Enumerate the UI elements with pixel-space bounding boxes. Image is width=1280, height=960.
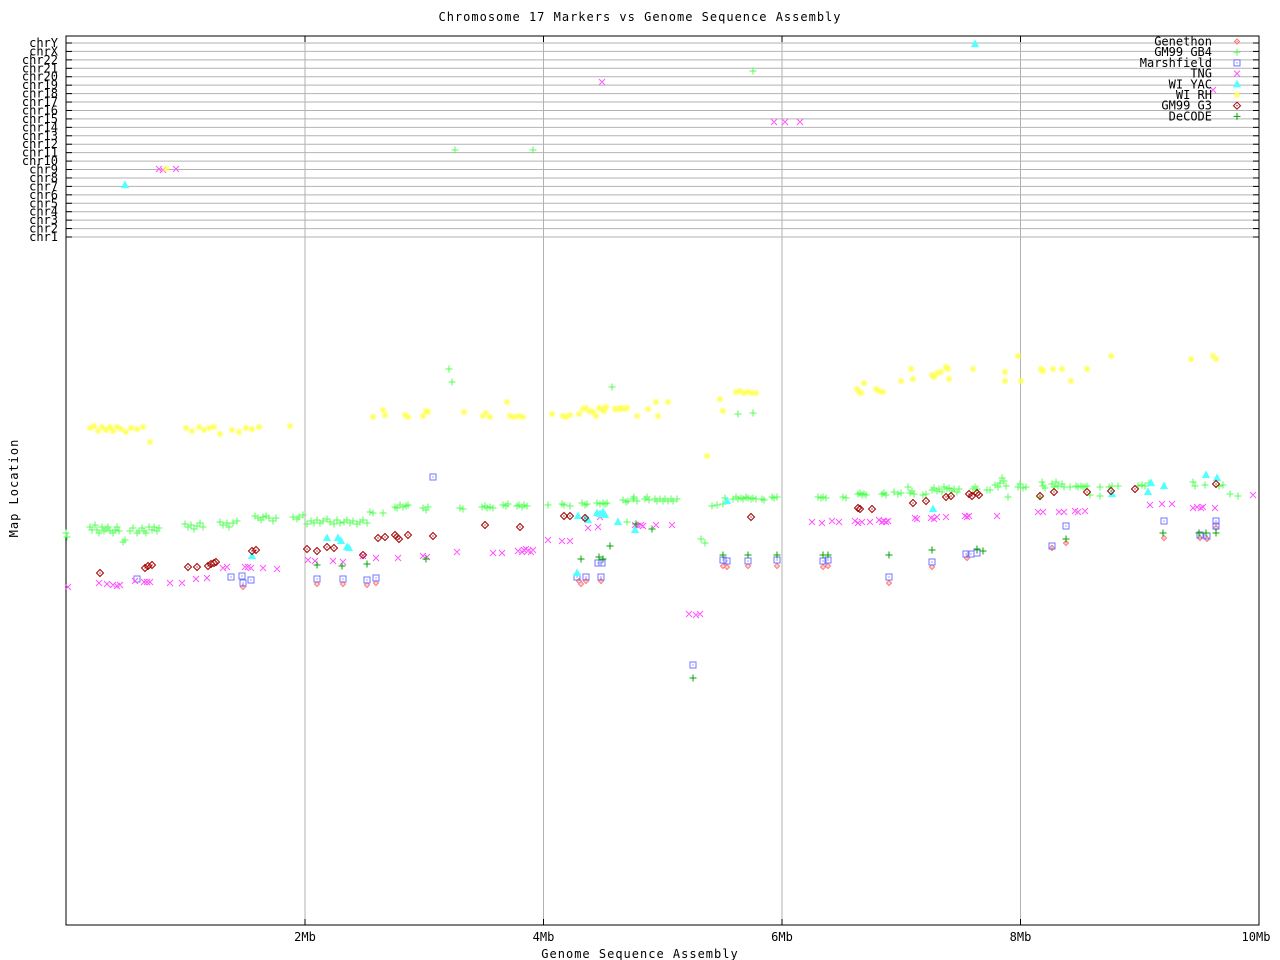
series-wi-rh <box>86 165 1220 460</box>
series-points <box>86 165 1220 460</box>
y-axis-label-chr6: chr6 <box>29 188 58 202</box>
series-gm99-gb4 <box>62 67 1242 547</box>
series-points <box>133 473 1220 669</box>
series-points <box>95 479 1221 578</box>
gm99g3-marker-icon <box>1232 101 1242 110</box>
y-axis-label-chr12: chr12 <box>22 137 58 151</box>
x-tick-label-6Mb: 6Mb <box>771 930 793 944</box>
x-tick-label-2Mb: 2Mb <box>294 930 316 944</box>
legend-label-decode: DeCODE <box>1169 109 1212 123</box>
y-axis-label-chr15: chr15 <box>22 112 58 126</box>
wirh-marker-icon <box>1233 91 1241 99</box>
y-axis-label-chr7: chr7 <box>29 179 58 193</box>
x-axis-title: Genome Sequence Assembly <box>541 947 739 960</box>
series-points <box>239 524 1220 591</box>
y-axis-label-chr18: chr18 <box>22 87 58 101</box>
y-axis-label-chr22: chr22 <box>22 53 58 67</box>
marshfield-marker-icon <box>1233 59 1241 67</box>
x-tick-label-10Mb: 10Mb <box>1242 930 1271 944</box>
y-axis-label-chr19: chr19 <box>22 78 58 92</box>
genethon-marker-icon <box>1233 38 1241 45</box>
decode-marker-icon <box>1233 112 1241 120</box>
y-axis-label-chr21: chr21 <box>22 61 58 75</box>
legend-label-gm99gb4: GM99 GB4 <box>1154 45 1212 59</box>
y-axis-label-chrY: chrY <box>29 36 59 50</box>
legend-label-marshfield: Marshfield <box>1140 56 1212 70</box>
series-points <box>64 78 1257 619</box>
plot-frame <box>65 35 1260 926</box>
y-axis-label-chr14: chr14 <box>22 120 58 134</box>
chart-title: Chromosome 17 Markers vs Genome Sequence… <box>438 10 842 24</box>
y-axis-label-chr16: chr16 <box>22 103 58 117</box>
series-genethon <box>239 524 1220 591</box>
y-axis-label-chr17: chr17 <box>22 95 58 109</box>
legend-label-wiyac: WI YAC <box>1169 77 1212 91</box>
y-axis-label-chr3: chr3 <box>29 213 58 227</box>
legend-label-genethon: Genethon <box>1154 35 1212 49</box>
series-decode <box>313 520 1220 682</box>
series-points <box>62 67 1242 547</box>
legend-label-gm99g3: GM99 G3 <box>1161 99 1212 113</box>
x-tick-label-8Mb: 8Mb <box>1010 930 1032 944</box>
y-axis-label-chr8: chr8 <box>29 171 58 185</box>
y-axis-label-chr5: chr5 <box>29 196 58 210</box>
series-points <box>313 520 1220 682</box>
y-axis-label-chr13: chr13 <box>22 129 58 143</box>
y-axis-label-chr10: chr10 <box>22 154 58 168</box>
series-points <box>120 39 1222 577</box>
series-wi-yac <box>120 39 1222 577</box>
gm99gb4-marker-icon <box>1233 48 1241 56</box>
y-axis-label-chr1: chr1 <box>29 230 58 244</box>
series-marshfield <box>133 473 1220 669</box>
legend-label-tng: TNG <box>1190 67 1212 81</box>
y-axis-label-chr20: chr20 <box>22 70 58 84</box>
y-axis-label-chr9: chr9 <box>29 163 58 177</box>
y-axis-label-chrX: chrX <box>29 44 59 58</box>
y-axis-label-chr2: chr2 <box>29 222 58 236</box>
series-tng <box>64 78 1257 619</box>
y-axis-label-chr4: chr4 <box>29 205 58 219</box>
tng-marker-icon <box>1233 70 1241 77</box>
legend-label-wirh: WI RH <box>1176 88 1212 102</box>
y-axis-title: Map Location <box>7 438 21 538</box>
x-tick-label-4Mb: 4Mb <box>533 930 555 944</box>
wiyac-marker-icon <box>1232 79 1242 88</box>
series-gm99-g3 <box>95 479 1221 578</box>
y-axis-label-chr11: chr11 <box>22 146 58 160</box>
